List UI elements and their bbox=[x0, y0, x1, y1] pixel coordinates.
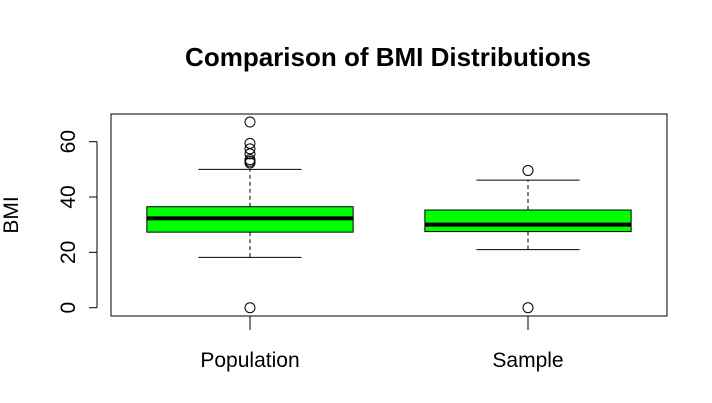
y-axis-label: BMI bbox=[0, 196, 23, 233]
outlier-point bbox=[244, 154, 256, 166]
box bbox=[424, 209, 632, 233]
y-tick-label: 20 bbox=[57, 241, 80, 264]
outlier-point bbox=[244, 302, 256, 314]
outlier-point bbox=[244, 143, 256, 155]
y-tick-label: 60 bbox=[57, 130, 80, 153]
y-axis: 0 20 40 60 bbox=[57, 130, 98, 314]
box-group bbox=[424, 164, 632, 314]
outlier-point bbox=[244, 116, 256, 128]
x-axis: Population Sample bbox=[200, 316, 564, 372]
x-tick-label: Population bbox=[200, 349, 299, 372]
box-group bbox=[146, 116, 354, 314]
x-tick-label: Sample bbox=[492, 349, 563, 372]
outlier-point bbox=[244, 137, 256, 149]
y-tick-label: 40 bbox=[57, 185, 80, 208]
outlier-point bbox=[244, 148, 256, 160]
chart-title: Comparison of BMI Distributions bbox=[185, 42, 591, 72]
y-tick-label: 0 bbox=[57, 302, 80, 314]
boxes bbox=[146, 116, 632, 314]
outlier-point bbox=[522, 164, 534, 176]
outlier-point bbox=[522, 302, 534, 314]
plot-area-frame bbox=[110, 113, 668, 317]
